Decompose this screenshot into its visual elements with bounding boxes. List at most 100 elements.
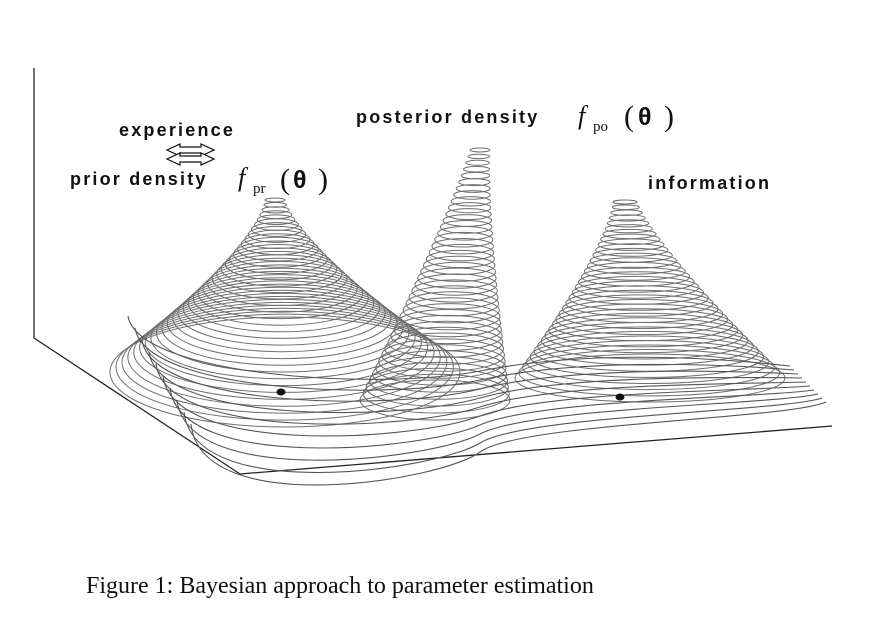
floor-contour (169, 387, 815, 449)
floor-contour (141, 339, 799, 402)
prior-density-contour (197, 267, 364, 320)
prior-density-contour (250, 222, 303, 237)
posterior-density-contour (420, 261, 497, 282)
prior-density-contour (240, 233, 315, 256)
posterior-density-contour (460, 171, 491, 180)
prior-density-contour (264, 197, 286, 203)
floor-contour (148, 351, 803, 414)
floor-contour (176, 393, 819, 461)
figure-caption: Figure 1: Bayesian approach to parameter… (86, 573, 594, 599)
posterior-density-contour (411, 279, 498, 303)
posterior-density-contour (450, 196, 491, 207)
posterior-theta: θ (638, 103, 652, 131)
information-density-contour (574, 275, 700, 299)
posterior-density-contour (447, 202, 492, 214)
posterior-density-contour (425, 249, 495, 269)
information-density-contour (561, 294, 719, 324)
prior-subscript: pr (253, 181, 266, 197)
posterior-density-contour (442, 214, 492, 227)
prior-density-contour (115, 313, 454, 421)
prior-density-contour (177, 280, 386, 346)
posterior-density-contour (469, 147, 491, 153)
prior-density-contour (161, 289, 404, 366)
posterior-density-contour (445, 208, 492, 221)
posterior-f: f (578, 101, 589, 130)
information-density-contour (581, 266, 691, 287)
posterior-density-text: posterior density (356, 107, 539, 127)
posterior-density-contour (384, 332, 505, 365)
prior-density-contour (202, 264, 358, 313)
posterior-density-contour (434, 231, 494, 248)
information-density-contour (529, 335, 765, 378)
prior-density-contour (237, 236, 319, 262)
prior-density-contour (150, 295, 416, 380)
posterior-density-contour (428, 243, 495, 262)
prior-f: f (238, 163, 249, 192)
posterior-density-contour (378, 344, 506, 379)
posterior-density-contour (369, 361, 508, 400)
information-density-contour (522, 344, 775, 391)
information-density-contour (565, 289, 714, 317)
posterior-density-contour (408, 285, 499, 310)
prior-density-contour (172, 283, 392, 353)
prior-density-contour (263, 202, 288, 208)
information-density-contour (586, 257, 682, 275)
information-density-contour (595, 243, 669, 257)
information-density-contour (548, 312, 739, 348)
front-floor-edge (239, 425, 833, 475)
prior-theta: θ (293, 166, 307, 194)
information-density-contour (606, 219, 650, 228)
information-density-contour (537, 326, 754, 366)
posterior-density-contour (453, 190, 491, 200)
double-arrow-icon (165, 143, 216, 166)
information-density-contour (611, 204, 640, 211)
left-floor-edge (33, 337, 241, 475)
prior-open-paren: ( (280, 163, 290, 196)
prior-density-contour (182, 277, 380, 339)
prior-density-contour (192, 270, 369, 326)
prior-density-label: prior density f pr ( θ ) (70, 163, 328, 197)
information-mode-dot (615, 393, 625, 401)
posterior-density-contour (399, 303, 501, 331)
posterior-density-contour (396, 309, 502, 338)
prior-density-contour (233, 240, 324, 268)
posterior-density-label: posterior density f po ( θ ) (356, 100, 674, 135)
posterior-density-contour (465, 159, 491, 166)
information-density-contour (558, 299, 724, 329)
posterior-open-paren: ( (624, 100, 634, 133)
floor-contour (155, 363, 807, 425)
posterior-density-contour (387, 326, 504, 358)
density-surfaces (109, 147, 827, 486)
information-density-contour (589, 252, 677, 269)
axes (33, 68, 833, 475)
prior-density-contour (156, 292, 410, 373)
prior-density-contour (109, 316, 461, 428)
posterior-density-contour (431, 238, 494, 255)
posterior-subscript: po (593, 119, 608, 135)
prior-density-contour (220, 250, 338, 287)
posterior-density-contour (362, 373, 510, 414)
floor-contour (190, 401, 827, 486)
prior-density-contour (229, 244, 328, 274)
information-density-contour (592, 247, 673, 263)
posterior-density-contour (381, 338, 505, 372)
posterior-density-contour (423, 255, 496, 275)
information-density-contour (571, 280, 705, 305)
experience-label: experience (119, 120, 235, 140)
information-density-contour (602, 228, 657, 240)
posterior-density-contour (439, 220, 493, 234)
prior-close-paren: ) (318, 163, 328, 196)
posterior-density-contour (405, 291, 500, 317)
prior-density-contour (207, 261, 353, 306)
prior-mode-dot (276, 388, 286, 396)
posterior-density-contour (455, 184, 491, 193)
information-label: information (648, 173, 771, 193)
information-density-contour (612, 199, 638, 205)
prior-density-contour (247, 225, 307, 243)
prior-density-contour (187, 274, 375, 333)
prior-density-contour (259, 210, 293, 220)
prior-density-contour (211, 257, 348, 300)
information-density-contour (604, 224, 653, 234)
information-density-contour (544, 317, 744, 354)
